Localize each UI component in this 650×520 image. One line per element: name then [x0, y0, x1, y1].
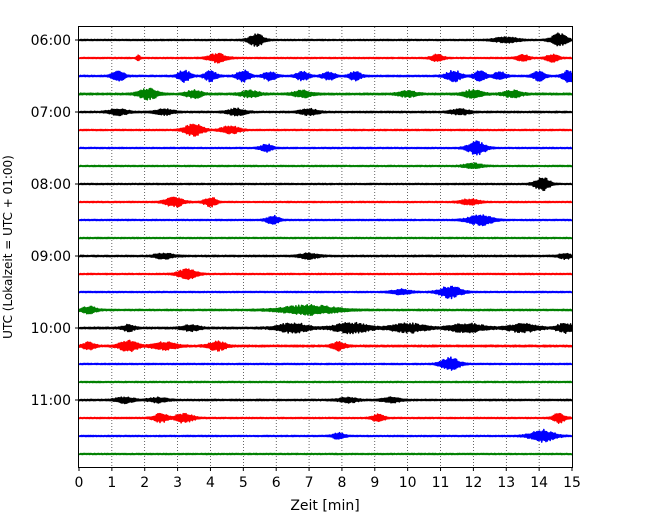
x-tick-label: 11 [432, 475, 450, 491]
trace-0630 [78, 69, 573, 84]
x-tick-label: 10 [399, 475, 417, 491]
trace-1000 [78, 321, 573, 335]
x-tick-label: 4 [206, 475, 215, 491]
trace-0615 [78, 52, 573, 64]
seismic-traces [78, 32, 573, 456]
x-tick-label: 0 [75, 475, 84, 491]
x-tick-label: 2 [140, 475, 149, 491]
x-tick-label: 8 [337, 475, 346, 491]
trace-0800 [78, 177, 573, 192]
trace-0915 [78, 268, 573, 281]
x-axis-label: Zeit [min] [290, 498, 359, 514]
x-tick-label: 6 [272, 475, 281, 491]
y-axis-ticks: 06:00 07:00 08:00 09:00 10:00 11:00 [31, 33, 79, 409]
vertical-grid [111, 27, 540, 467]
trace-0600 [78, 32, 573, 47]
trace-1145 [78, 452, 573, 456]
trace-0930 [78, 285, 573, 300]
plot-frame [78, 26, 573, 468]
trace-0745 [78, 162, 573, 170]
trace-1015 [78, 339, 573, 353]
trace-0700 [78, 107, 573, 117]
trace-0830 [78, 214, 573, 227]
x-tick-label: 15 [563, 475, 581, 491]
trace-1115 [78, 412, 573, 424]
x-tick-label: 9 [370, 475, 379, 491]
y-tick-label: 07:00 [31, 105, 71, 121]
trace-0845 [78, 236, 573, 240]
trace-1045 [78, 380, 573, 384]
x-tick-label: 3 [173, 475, 182, 491]
trace-1030 [78, 356, 573, 371]
trace-0730 [78, 140, 573, 156]
trace-1130 [78, 428, 573, 443]
trace-0645 [78, 87, 573, 101]
y-tick-label: 10:00 [31, 321, 71, 337]
trace-1100 [78, 396, 573, 405]
trace-0715 [78, 123, 573, 137]
x-tick-label: 5 [239, 475, 248, 491]
trace-0815 [78, 196, 573, 208]
trace-0900 [78, 252, 573, 261]
y-tick-label: 06:00 [31, 33, 71, 49]
y-tick-label: 11:00 [31, 393, 71, 409]
y-tick-label: 09:00 [31, 249, 71, 265]
y-tick-label: 08:00 [31, 177, 71, 193]
x-tick-label: 13 [497, 475, 515, 491]
x-axis-ticks: 0 1 2 3 4 5 6 7 8 9 10 11 12 13 14 15 [75, 467, 581, 491]
x-tick-label: 1 [107, 475, 116, 491]
x-tick-label: 7 [305, 475, 314, 491]
x-tick-label: 12 [464, 475, 482, 491]
x-tick-label: 14 [530, 475, 548, 491]
y-axis-label: UTC (Lokalzeit = UTC + 01:00) [1, 155, 15, 339]
trace-0945 [78, 304, 573, 316]
